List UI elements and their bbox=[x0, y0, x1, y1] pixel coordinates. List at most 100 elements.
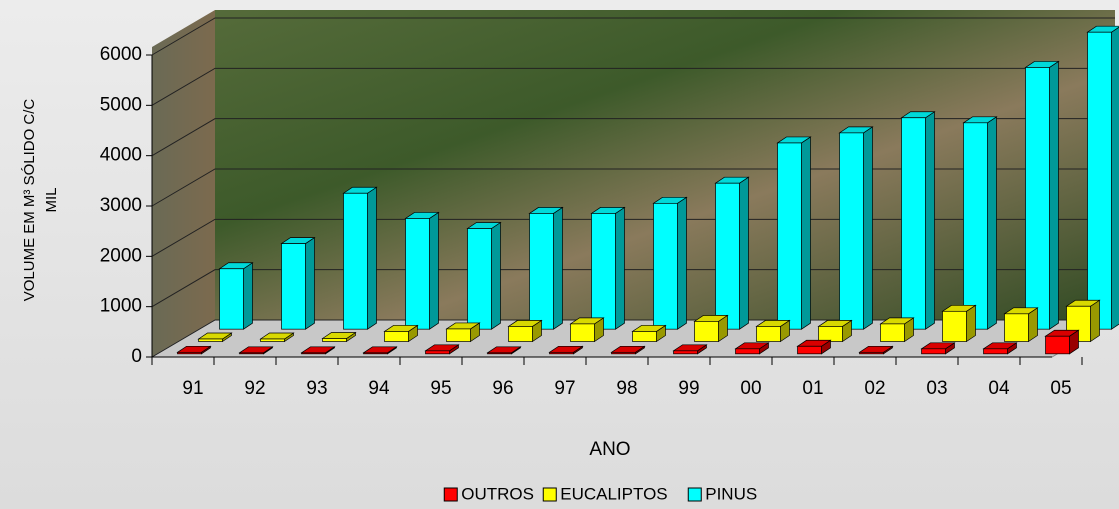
bar-front bbox=[425, 350, 450, 355]
bar bbox=[941, 304, 977, 343]
y-tick-label: 0 bbox=[131, 346, 142, 367]
bar bbox=[755, 319, 791, 343]
grid-line bbox=[151, 168, 1115, 207]
bar bbox=[1003, 307, 1039, 343]
x-tick-label: 00 bbox=[740, 378, 761, 399]
bar bbox=[176, 345, 212, 355]
bar-front bbox=[508, 326, 533, 342]
bar bbox=[383, 324, 419, 343]
bar-front bbox=[1004, 313, 1029, 342]
grid-line bbox=[151, 319, 1115, 358]
legend-swatch bbox=[687, 487, 702, 502]
bar-front bbox=[818, 326, 843, 342]
bar-front bbox=[549, 351, 574, 355]
bar bbox=[1024, 60, 1060, 330]
x-tick-label: 93 bbox=[306, 378, 327, 399]
legend-swatch bbox=[542, 487, 557, 502]
bar-front bbox=[405, 218, 430, 330]
bar bbox=[817, 319, 853, 343]
bar-front bbox=[797, 345, 822, 355]
bar bbox=[1044, 329, 1080, 355]
bar-side bbox=[367, 186, 377, 330]
bar-front bbox=[467, 228, 492, 330]
y-tick-label: 4000 bbox=[100, 145, 142, 166]
bar bbox=[321, 331, 357, 343]
x-tick-label: 01 bbox=[802, 378, 823, 399]
bar-front bbox=[942, 310, 967, 342]
x-tick-label: 03 bbox=[926, 378, 947, 399]
x-tick-label: 91 bbox=[182, 378, 203, 399]
bar-front bbox=[611, 351, 636, 355]
bar bbox=[548, 345, 584, 355]
x-tick-label: 92 bbox=[244, 378, 265, 399]
bar-front bbox=[1025, 67, 1050, 330]
bar-front bbox=[529, 213, 554, 330]
bar bbox=[672, 344, 708, 355]
bar bbox=[838, 126, 874, 330]
bar-front bbox=[198, 338, 223, 342]
bar-front bbox=[260, 338, 285, 342]
y-axis-title: VOLUME EM M³ SÓLIDO C/C bbox=[21, 99, 38, 302]
grid-line bbox=[151, 218, 1115, 257]
side-wall bbox=[152, 10, 215, 357]
bar-front bbox=[301, 352, 326, 355]
bar bbox=[445, 322, 481, 343]
y-tick-label: 5000 bbox=[100, 94, 142, 115]
bar bbox=[590, 206, 626, 330]
grid-line bbox=[151, 17, 1115, 56]
legend-label: PINUS bbox=[705, 484, 757, 503]
bar bbox=[776, 136, 812, 330]
bar-side bbox=[987, 116, 997, 330]
bar bbox=[218, 262, 254, 330]
bar bbox=[424, 344, 460, 355]
bar-front bbox=[756, 326, 781, 342]
bar bbox=[920, 342, 956, 355]
bar-front bbox=[839, 132, 864, 330]
bar bbox=[259, 332, 295, 343]
bar bbox=[569, 317, 605, 343]
x-tick-label: 99 bbox=[678, 378, 699, 399]
bar bbox=[528, 206, 564, 330]
x-tick-label: 96 bbox=[492, 378, 513, 399]
bar-front bbox=[735, 348, 760, 355]
bar-front bbox=[219, 268, 244, 330]
bar-front bbox=[177, 351, 202, 355]
x-tick-label: 98 bbox=[616, 378, 637, 399]
bar bbox=[507, 319, 543, 343]
bar-side bbox=[863, 126, 873, 330]
bar-front bbox=[322, 338, 347, 342]
bar bbox=[238, 346, 274, 355]
bar bbox=[631, 324, 667, 343]
bar-front bbox=[281, 243, 306, 330]
bar bbox=[982, 342, 1018, 355]
y-tick-label: 2000 bbox=[100, 245, 142, 266]
bar-side bbox=[553, 206, 563, 330]
bar bbox=[900, 111, 936, 330]
bar bbox=[197, 332, 233, 343]
bar bbox=[652, 196, 688, 330]
grid-line bbox=[151, 118, 1115, 157]
bar-front bbox=[591, 213, 616, 330]
back-wall bbox=[215, 10, 1115, 320]
bar bbox=[610, 345, 646, 355]
bar-front bbox=[673, 350, 698, 355]
bar-side bbox=[1049, 60, 1059, 330]
bar-front bbox=[694, 321, 719, 342]
bar-front bbox=[363, 352, 388, 355]
bar-front bbox=[715, 182, 740, 330]
bar bbox=[693, 314, 729, 343]
bar bbox=[858, 345, 894, 355]
bar bbox=[879, 317, 915, 343]
bar-front bbox=[983, 348, 1008, 355]
bar-front bbox=[1045, 335, 1070, 355]
bar bbox=[734, 342, 770, 355]
bar-front bbox=[384, 331, 409, 342]
bar-side bbox=[925, 111, 935, 330]
bar-front bbox=[1087, 31, 1112, 330]
legend-label: EUCALIPTOS bbox=[560, 484, 667, 503]
bar-front bbox=[343, 192, 368, 330]
bar bbox=[300, 346, 336, 355]
x-tick-label: 05 bbox=[1050, 378, 1071, 399]
bar-side bbox=[305, 236, 315, 330]
